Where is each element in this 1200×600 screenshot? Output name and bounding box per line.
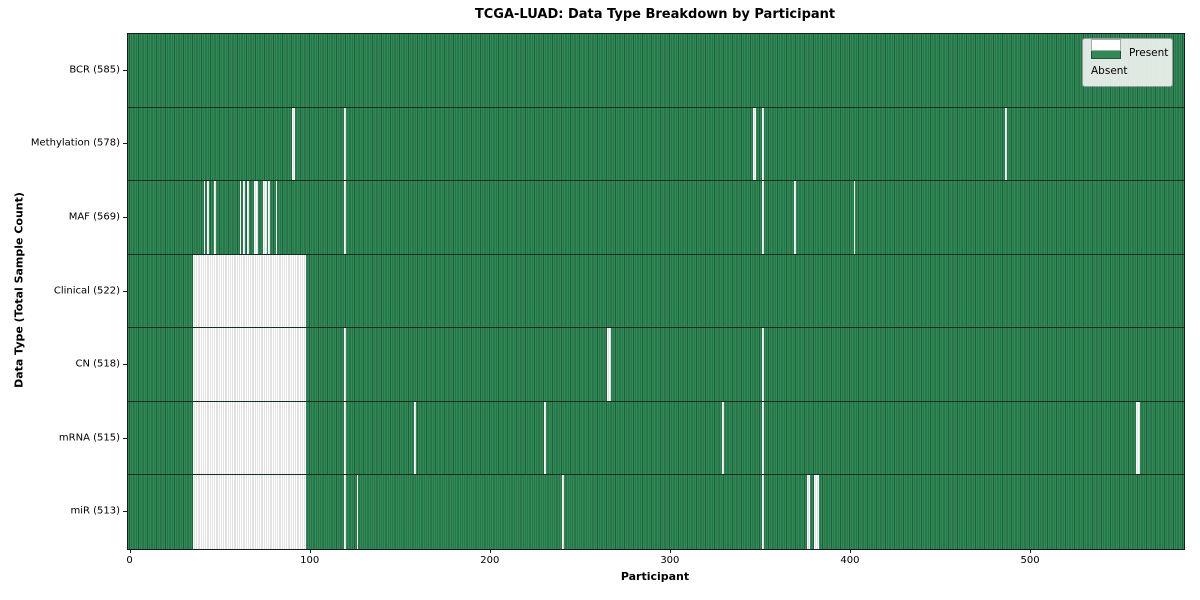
y-tick-label-clinical: Clinical (522) xyxy=(53,285,120,296)
absent-segment xyxy=(543,401,546,475)
y-tick-label-methylation: Methylation (578) xyxy=(30,137,120,149)
absent-segment xyxy=(344,401,346,475)
y-tick-mark xyxy=(123,216,127,218)
absent-segment xyxy=(561,475,564,549)
legend-present-label: Present xyxy=(1129,47,1169,59)
x-tick-mark xyxy=(129,549,131,553)
plot-area xyxy=(127,33,1185,550)
absent-segment xyxy=(246,181,249,254)
absent-segment xyxy=(192,475,307,549)
absent-segment xyxy=(761,181,764,254)
row-cn xyxy=(128,328,1184,402)
absent-segment xyxy=(761,401,764,475)
absent-segment xyxy=(761,107,764,181)
legend-entry-present: Present xyxy=(1091,44,1168,62)
absent-segment xyxy=(853,181,856,254)
absent-segment xyxy=(243,181,245,254)
absent-segment xyxy=(606,328,611,401)
x-tick-label-100: 100 xyxy=(300,555,320,566)
absent-segment xyxy=(356,475,359,549)
absent-segment xyxy=(268,181,271,254)
y-tick-label-bcr: BCR (585) xyxy=(69,64,120,76)
absent-segment xyxy=(239,181,242,254)
x-tick-mark xyxy=(309,549,311,553)
y-tick-mark xyxy=(123,511,127,513)
absent-segment xyxy=(794,181,797,254)
y-tick-label-cn: CN (518) xyxy=(75,358,120,370)
absent-segment xyxy=(344,328,346,401)
absent-segment xyxy=(203,181,206,254)
absent-segment xyxy=(192,254,307,328)
y-tick-mark xyxy=(123,143,127,145)
y-tick-mark xyxy=(123,69,127,71)
absent-segment xyxy=(253,181,258,254)
x-tick-label-300: 300 xyxy=(660,555,680,566)
absent-segment xyxy=(344,107,346,181)
y-tick-label-mrna: mRNA (515) xyxy=(58,432,120,444)
absent-segment xyxy=(814,475,820,549)
absent-segment xyxy=(344,475,346,549)
absent-segment xyxy=(214,181,217,254)
x-axis-label: Participant xyxy=(620,570,690,583)
y-tick-mark xyxy=(123,437,127,439)
row-bcr xyxy=(128,34,1184,108)
row-mrna xyxy=(128,401,1184,476)
absent-segment xyxy=(344,181,346,254)
x-tick-label-200: 200 xyxy=(480,555,500,566)
absent-segment xyxy=(262,181,267,254)
y-tick-mark xyxy=(123,364,127,366)
absent-segment xyxy=(192,401,307,475)
legend-entry-absent: Absent xyxy=(1091,39,1164,80)
x-tick-label-500: 500 xyxy=(1020,555,1040,566)
x-tick-label-400: 400 xyxy=(840,555,860,566)
legend: Present Absent xyxy=(1082,38,1173,87)
absent-segment xyxy=(806,475,811,549)
absent-segment xyxy=(761,328,764,401)
absent-segment xyxy=(761,475,764,549)
absent-segment xyxy=(207,181,209,254)
y-tick-label-maf: MAF (569) xyxy=(68,211,120,223)
absent-segment xyxy=(291,107,296,181)
absent-segment xyxy=(1136,401,1140,475)
x-tick-mark xyxy=(489,549,491,553)
x-tick-mark xyxy=(1030,549,1032,553)
legend-absent-label: Absent xyxy=(1091,65,1128,77)
row-mir xyxy=(128,475,1184,549)
legend-absent-swatch xyxy=(1091,39,1121,51)
x-tick-mark xyxy=(669,549,671,553)
absent-segment xyxy=(275,181,278,254)
absent-segment xyxy=(752,107,757,181)
absent-segment xyxy=(1004,107,1007,181)
row-clinical xyxy=(128,254,1184,329)
y-tick-label-mir: miR (513) xyxy=(70,505,120,517)
absent-segment xyxy=(722,401,724,475)
row-methylation xyxy=(128,107,1184,182)
x-tick-mark xyxy=(849,549,851,553)
chart-title: TCGA-LUAD: Data Type Breakdown by Partic… xyxy=(474,7,836,22)
absent-segment xyxy=(192,328,307,401)
y-tick-mark xyxy=(123,290,127,292)
x-tick-label-0: 0 xyxy=(126,555,133,566)
row-maf xyxy=(128,181,1184,255)
absent-segment xyxy=(414,401,417,475)
